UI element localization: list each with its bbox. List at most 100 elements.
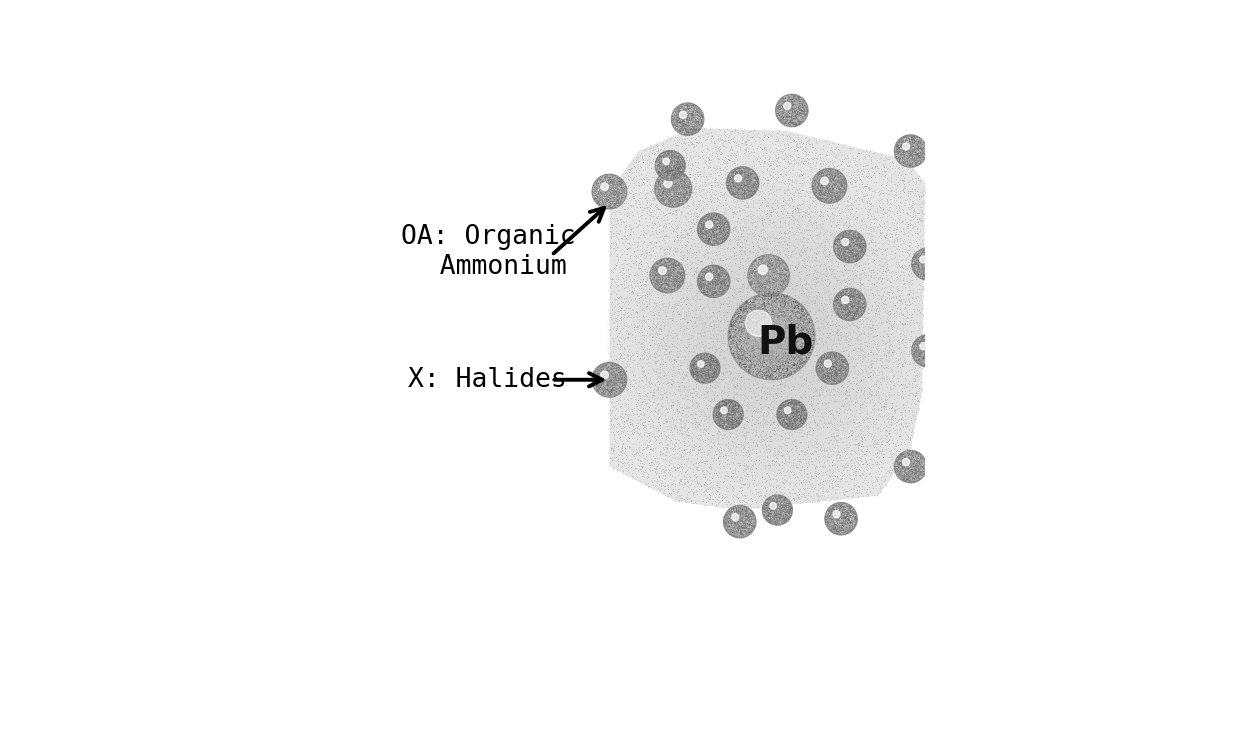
Point <box>893 473 913 485</box>
Point <box>827 366 847 378</box>
Point <box>879 335 899 347</box>
Point <box>594 176 614 188</box>
Point <box>676 368 696 380</box>
Point <box>843 208 863 220</box>
Point <box>908 447 928 459</box>
Point <box>842 225 862 237</box>
Point <box>692 217 712 229</box>
Point <box>758 354 777 366</box>
Point <box>661 268 681 280</box>
Point <box>916 249 936 261</box>
Point <box>730 303 750 315</box>
Point <box>725 341 745 353</box>
Point <box>764 284 784 296</box>
Point <box>657 254 677 266</box>
Point <box>663 179 683 191</box>
Point <box>709 419 729 431</box>
Point <box>671 168 691 180</box>
Point <box>606 215 626 227</box>
Point <box>920 340 940 352</box>
Point <box>583 190 603 202</box>
Point <box>908 141 928 153</box>
Point <box>774 350 794 362</box>
Point <box>913 332 932 344</box>
Point <box>708 214 728 226</box>
Point <box>712 400 732 412</box>
Point <box>621 375 641 387</box>
Point <box>895 133 915 145</box>
Point <box>722 176 742 188</box>
Point <box>795 106 815 118</box>
Point <box>600 384 620 396</box>
Point <box>684 118 704 130</box>
Point <box>779 514 799 526</box>
Point <box>673 110 693 122</box>
Point <box>759 504 779 516</box>
Point <box>790 410 810 422</box>
Point <box>825 193 844 205</box>
Point <box>895 473 915 485</box>
Point <box>911 460 931 472</box>
Point <box>903 463 923 475</box>
Point <box>680 105 699 117</box>
Point <box>585 374 605 386</box>
Point <box>771 99 791 111</box>
Point <box>905 133 925 145</box>
Point <box>787 113 807 125</box>
Point <box>668 280 688 292</box>
Point <box>841 241 861 253</box>
Point <box>652 260 672 272</box>
Point <box>904 138 924 150</box>
Point <box>915 462 935 474</box>
Point <box>748 262 768 274</box>
Point <box>601 173 621 185</box>
Point <box>818 371 838 384</box>
Point <box>825 516 844 528</box>
Point <box>724 173 744 185</box>
Point <box>608 380 627 392</box>
Point <box>761 290 781 302</box>
Point <box>698 162 718 174</box>
Point <box>718 419 738 431</box>
Point <box>606 450 626 462</box>
Point <box>603 374 622 386</box>
Point <box>815 515 835 527</box>
Point <box>743 322 763 334</box>
Point <box>725 511 745 523</box>
Point <box>777 500 797 512</box>
Point <box>693 362 713 374</box>
Point <box>867 368 887 381</box>
Point <box>733 262 753 274</box>
Point <box>756 495 776 507</box>
Point <box>911 344 931 356</box>
Point <box>722 518 742 530</box>
Point <box>615 374 635 386</box>
Point <box>796 307 816 319</box>
Point <box>717 273 737 285</box>
Point <box>796 409 816 421</box>
Point <box>588 384 608 396</box>
Point <box>738 313 758 325</box>
Point <box>691 119 711 131</box>
Point <box>662 280 682 293</box>
Point <box>661 168 681 180</box>
Point <box>805 316 825 328</box>
Point <box>680 129 699 141</box>
Point <box>827 190 847 202</box>
Point <box>697 231 717 243</box>
Point <box>714 420 734 432</box>
Point <box>605 208 625 220</box>
Point <box>738 521 758 533</box>
Point <box>771 269 791 281</box>
Point <box>688 117 708 129</box>
Point <box>734 180 754 193</box>
Point <box>670 112 689 124</box>
Point <box>707 259 727 271</box>
Point <box>784 111 804 123</box>
Point <box>693 268 713 280</box>
Point <box>825 487 844 499</box>
Point <box>776 356 796 368</box>
Point <box>808 170 828 182</box>
Point <box>787 296 807 308</box>
Point <box>707 166 727 178</box>
